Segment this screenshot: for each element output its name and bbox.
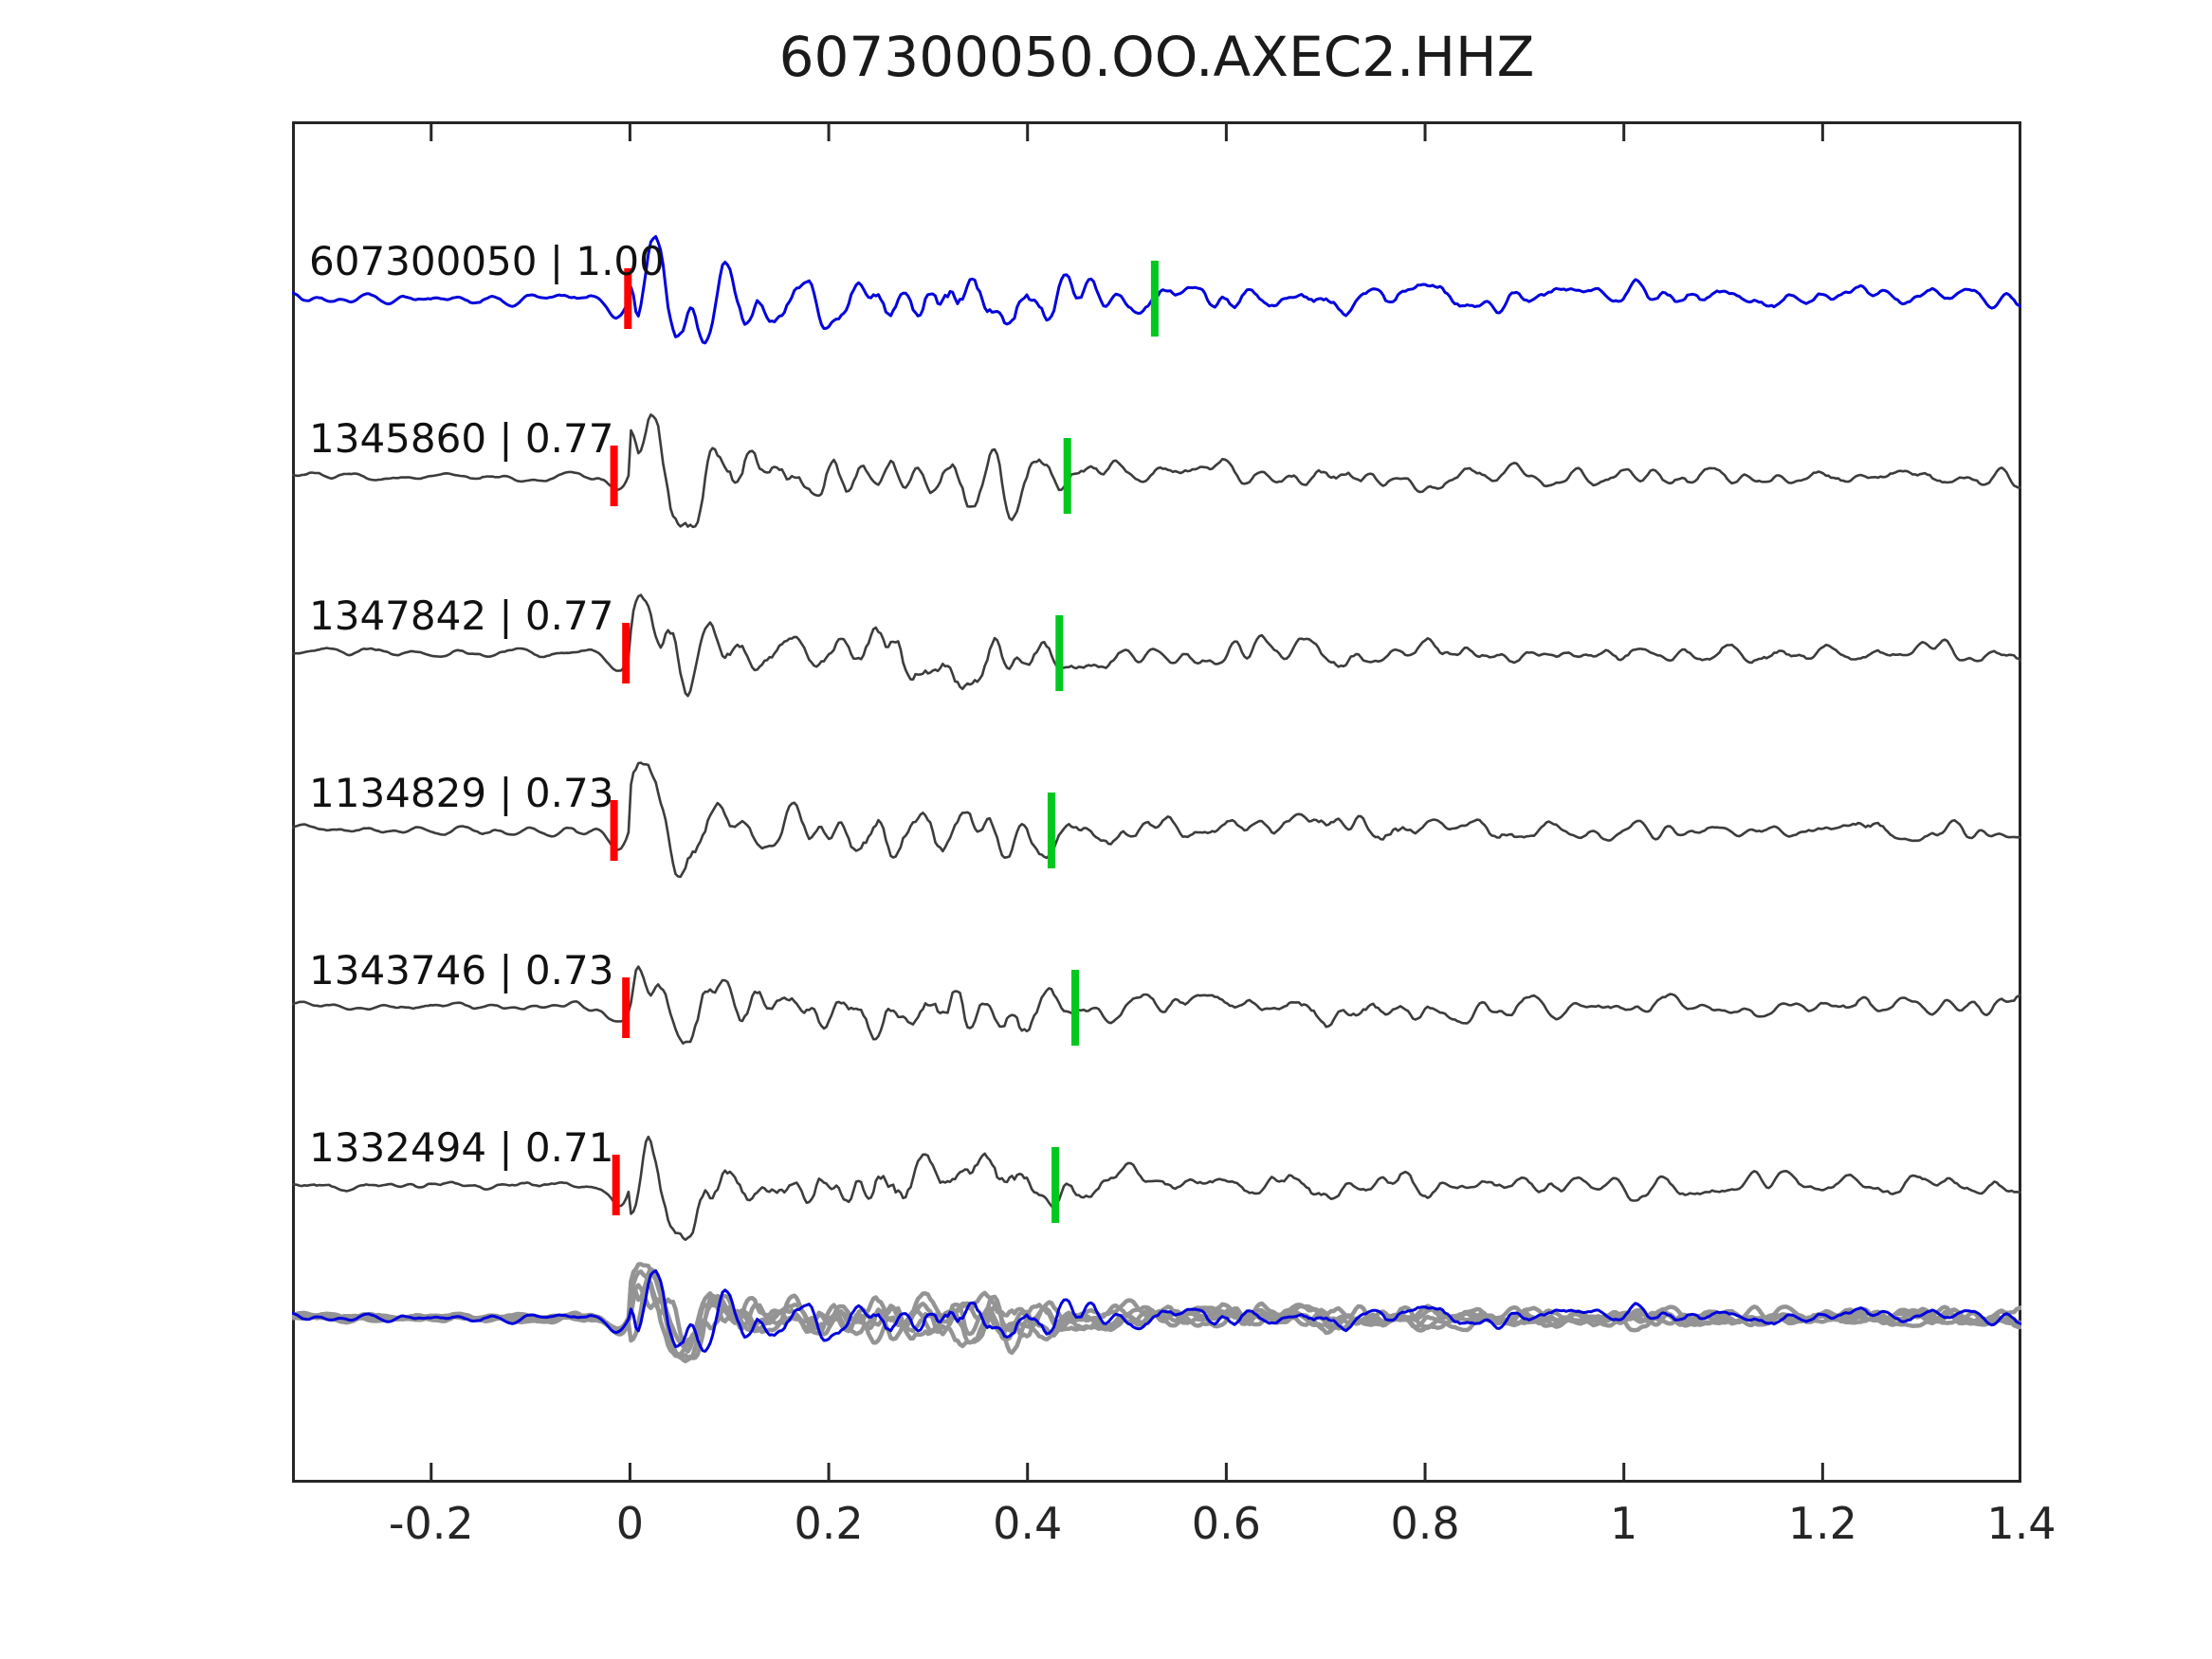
trace-label: 607300050 | 1.00 [309,238,665,284]
x-tick-label: 0.2 [794,1498,864,1549]
green-pick-marker [1055,615,1064,691]
x-tick-label: 1 [1610,1498,1638,1549]
red-pick-marker [610,800,618,861]
overlay-gray-trace [292,1262,2021,1358]
red-pick-marker [624,268,632,329]
red-pick-marker [610,446,618,506]
red-pick-marker [622,977,631,1038]
trace-label: 1134829 | 0.73 [309,770,614,816]
red-pick-marker [612,1155,620,1215]
waveform-trace-1332494 [292,1135,2021,1242]
green-pick-marker [1150,261,1159,337]
trace-label: 1345860 | 0.77 [309,415,614,462]
x-tick-label: 1.2 [1787,1498,1857,1549]
trace-label: 1343746 | 0.73 [309,947,614,994]
plot-canvas [292,121,2021,1483]
waveform-trace-1347842 [292,593,2021,698]
x-tick-label: -0.2 [388,1498,474,1549]
x-tick-label: 0.8 [1390,1498,1460,1549]
axes-border [292,121,2021,1483]
x-tick-label: 0.6 [1191,1498,1261,1549]
figure-title: 607300050.OO.AXEC2.HHZ [778,25,1535,89]
plot-area: 607300050 | 1.00 1345860 | 0.77 1347842 | … [292,121,2021,1483]
overlay-blue-trace [292,1268,2021,1353]
x-tick-label: 0.4 [993,1498,1063,1549]
x-tick-label: 1.4 [1986,1498,2057,1549]
green-pick-marker [1047,793,1055,868]
x-tick-label: 0 [615,1498,645,1549]
trace-label: 1347842 | 0.77 [309,592,614,639]
green-pick-marker [1071,970,1079,1046]
red-pick-marker [622,623,631,684]
waveform-trace-1134829 [292,761,2021,879]
green-pick-marker [1063,438,1071,514]
green-pick-marker [1051,1147,1060,1223]
waveform-trace-1345860 [292,413,2021,529]
waveform-trace-1343746 [292,965,2021,1045]
trace-label: 1332494 | 0.71 [309,1124,614,1171]
